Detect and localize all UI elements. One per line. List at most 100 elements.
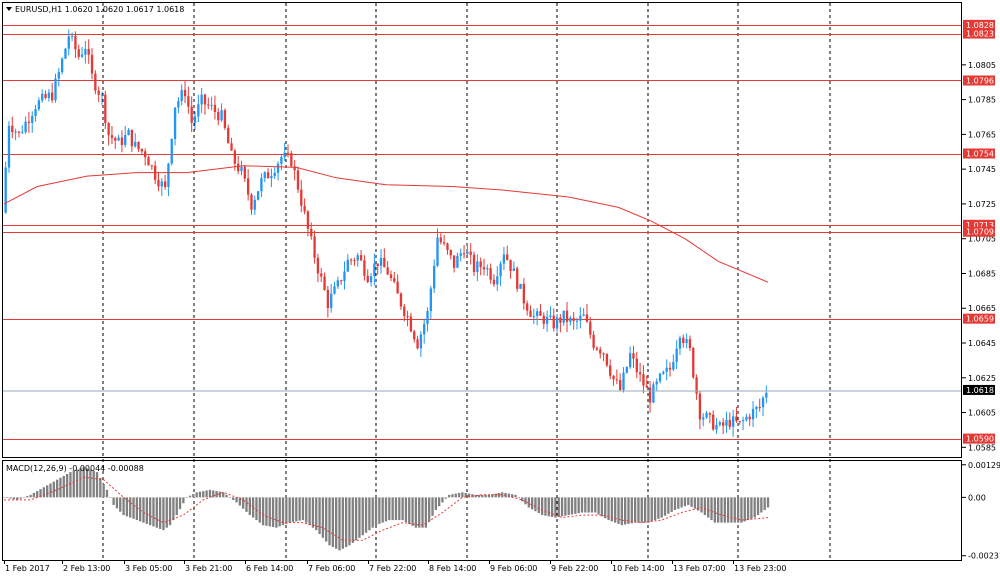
candle-body [180, 89, 183, 102]
macd-bar [507, 493, 511, 498]
candle-body [678, 337, 682, 349]
macd-bar [344, 497, 348, 548]
candle-body [246, 178, 250, 195]
candle-body [595, 347, 599, 350]
candle-body [51, 92, 54, 101]
candle-body [622, 372, 625, 390]
macd-bar [650, 497, 653, 522]
macd-bar [750, 497, 753, 519]
macd-bar [657, 497, 660, 519]
price-tick-label: 1.0705 [968, 235, 996, 244]
macd-bar [79, 468, 82, 498]
candle-body [34, 109, 37, 117]
candle-body [396, 281, 399, 294]
macd-bar [700, 497, 703, 513]
candle-body [107, 122, 110, 136]
candle-body [177, 101, 180, 108]
main-pane-frame [2, 2, 962, 458]
symbol-dropdown-icon[interactable] [6, 7, 12, 11]
candle-body [363, 260, 366, 276]
candle-body [87, 48, 90, 55]
macd-bar [72, 470, 75, 498]
candle-body [698, 393, 702, 420]
macd-bar [614, 497, 617, 523]
macd-bar [660, 497, 663, 518]
candle-body [290, 153, 293, 167]
macd-bar [441, 497, 444, 503]
candles [4, 29, 768, 437]
macd-bar [411, 497, 414, 526]
candle-body [399, 293, 403, 307]
macd-bar [29, 494, 32, 498]
macd-bar [358, 497, 361, 538]
macd-bar [268, 497, 271, 527]
macd-bar [36, 491, 39, 498]
candle-body [741, 420, 745, 422]
macd-bar [175, 497, 178, 516]
candle-body [74, 35, 77, 50]
level-price-tag-label: 1.0713 [966, 221, 994, 230]
macd-bar [19, 497, 22, 499]
macd-bar [374, 497, 378, 526]
macd-bar [328, 497, 331, 546]
candle-body [114, 137, 117, 141]
candle-body [300, 189, 303, 206]
macd-bar [461, 492, 464, 498]
macd-bar [514, 494, 517, 498]
candle-body [200, 94, 203, 105]
candle-body [721, 422, 725, 426]
macd-bar [178, 497, 182, 510]
candle-body [276, 163, 280, 173]
candle-body [313, 236, 316, 258]
candle-body [619, 379, 622, 390]
macd-bar [517, 497, 521, 498]
candle-body [54, 78, 57, 101]
macd-bar [102, 483, 105, 498]
price-tick-label: 1.0665 [968, 304, 996, 313]
macd-bar [341, 497, 344, 549]
candle-body [230, 143, 233, 151]
macd-bar [26, 496, 29, 498]
macd-bar [756, 497, 760, 516]
macd-bar [75, 469, 79, 498]
macd-bar [245, 497, 248, 512]
candle-body [705, 413, 708, 418]
macd-bar [65, 474, 69, 498]
macd-bar [139, 497, 142, 522]
macd-bar [637, 497, 640, 523]
macd-tick-label: 0.00 [968, 493, 986, 502]
candle-body [207, 104, 210, 106]
level-price-tag-label: 1.0754 [966, 150, 994, 159]
macd-bar [69, 472, 72, 498]
macd-bar [281, 497, 285, 526]
candle-body [648, 387, 652, 403]
level-price-tag [963, 148, 995, 159]
macd-bar [567, 497, 570, 516]
macd-bar [627, 497, 630, 524]
macd-bar [398, 497, 401, 521]
candle-body [535, 311, 539, 317]
macd-bar [381, 497, 384, 523]
macd-bar [242, 497, 245, 509]
candle-body [336, 280, 339, 287]
macd-bar [388, 497, 391, 521]
level-price-tag [963, 433, 995, 444]
candle-body [579, 315, 582, 321]
candle-body [506, 254, 509, 260]
time-tick-label: 9 Feb 22:00 [551, 564, 598, 573]
macd-bar [444, 497, 447, 499]
candle-body [492, 279, 496, 285]
candle-body [213, 104, 217, 112]
macd-bar [633, 497, 637, 523]
macd-bar [85, 468, 89, 498]
candle-body [320, 273, 323, 277]
macd-bar [580, 497, 584, 513]
candle-body [356, 255, 359, 261]
candle-body [383, 257, 386, 268]
candle-body [436, 237, 439, 266]
macd-bar [275, 497, 278, 528]
candle-body [253, 199, 256, 210]
macd-bar [428, 497, 431, 522]
macd-bar [687, 497, 690, 505]
